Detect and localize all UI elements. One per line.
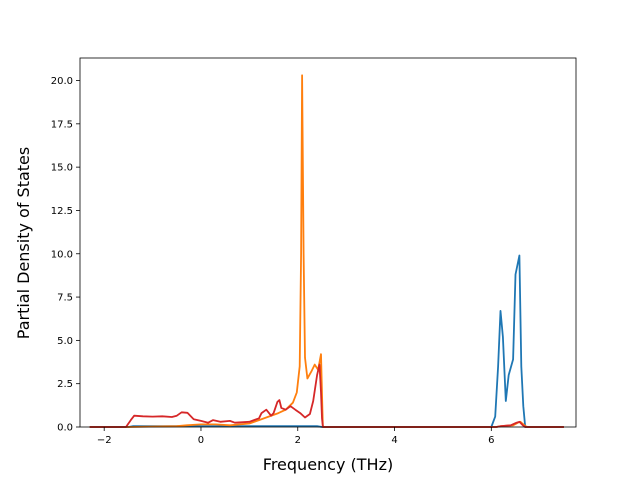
y-axis-label: Partial Density of States xyxy=(14,147,33,339)
x-tick-label: −2 xyxy=(97,435,112,446)
x-tick-label: 6 xyxy=(488,435,494,446)
x-axis-label: Frequency (THz) xyxy=(263,455,393,474)
plot-frame xyxy=(79,57,577,428)
y-tick-label: 20.0 xyxy=(51,76,73,87)
y-tick-label: 0.0 xyxy=(57,423,73,434)
x-tick-label: 0 xyxy=(198,435,204,446)
y-tick-label: 17.5 xyxy=(51,119,73,130)
y-tick-label: 7.5 xyxy=(57,293,73,304)
y-tick-label: 2.5 xyxy=(57,379,73,390)
y-axis-ticks: 0.0 2.5 5.0 7.5 10.0 12.5 15.0 17.5 20.0 xyxy=(51,76,80,434)
x-axis-ticks: −2 0 2 4 6 xyxy=(97,427,495,446)
y-tick-label: 12.5 xyxy=(51,206,73,217)
x-tick-label: 4 xyxy=(391,435,397,446)
y-tick-label: 5.0 xyxy=(57,336,73,347)
x-tick-label: 2 xyxy=(295,435,301,446)
y-tick-label: 10.0 xyxy=(51,249,73,260)
y-tick-label: 15.0 xyxy=(51,163,73,174)
series-line-1 xyxy=(89,254,564,428)
